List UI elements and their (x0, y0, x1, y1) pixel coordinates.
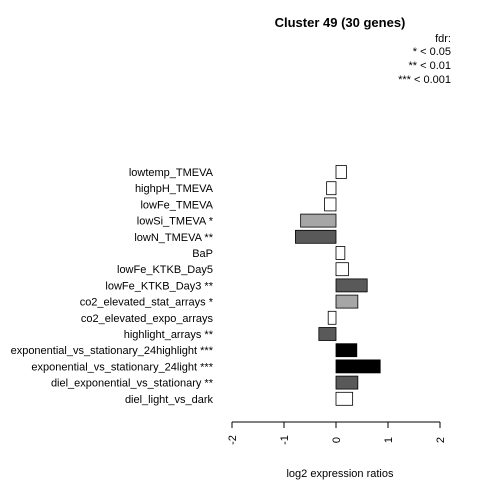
category-label: exponential_vs_stationary_24highlight **… (11, 345, 214, 357)
x-tick-label: -1 (279, 435, 291, 445)
category-label: lowFe_TMEVA (140, 199, 213, 211)
category-labels: lowtemp_TMEVA highpH_TMEVA lowFe_TMEVA lowS… (11, 167, 214, 406)
x-axis-label: log2 expression ratios (286, 468, 394, 480)
bar (336, 360, 380, 373)
bar (336, 247, 345, 260)
bar (327, 182, 336, 195)
legend-entry: * < 0.05 (413, 46, 451, 58)
bar (328, 311, 336, 324)
bar (336, 279, 367, 292)
bar (336, 295, 358, 308)
x-axis: -2 -1 0 1 2 (227, 422, 447, 445)
bar (295, 230, 336, 243)
bar (336, 376, 358, 389)
category-label: highpH_TMEVA (135, 183, 214, 195)
category-label: BaP (192, 248, 213, 260)
category-label: highlight_arrays ** (124, 329, 214, 341)
category-label: lowFe_KTKB_Day3 ** (105, 280, 213, 292)
legend-entry: *** < 0.001 (398, 74, 451, 86)
bar (325, 198, 336, 211)
category-label: lowFe_KTKB_Day5 (117, 264, 213, 276)
category-label: co2_elevated_expo_arrays (81, 313, 214, 325)
category-label: co2_elevated_stat_arrays * (80, 297, 214, 309)
category-label: diel_exponential_vs_stationary ** (51, 378, 214, 390)
category-label: diel_light_vs_dark (125, 394, 214, 406)
bars (295, 166, 380, 406)
x-tick-label: 2 (435, 437, 447, 443)
category-label: lowN_TMEVA ** (134, 232, 213, 244)
x-tick-label: -2 (227, 435, 239, 445)
legend-entry: ** < 0.01 (408, 60, 451, 72)
bar (336, 263, 348, 276)
chart-title: Cluster 49 (30 genes) (275, 15, 406, 30)
category-label: exponential_vs_stationary_24light *** (31, 361, 213, 373)
bar (301, 214, 336, 227)
bar (319, 328, 336, 341)
category-label: lowtemp_TMEVA (129, 167, 214, 179)
x-tick-label: 1 (383, 437, 395, 443)
x-tick-label: 0 (331, 437, 343, 443)
legend-entries: * < 0.05 ** < 0.01 *** < 0.001 (398, 46, 451, 86)
legend-title: fdr: (435, 33, 451, 45)
bar (336, 392, 353, 405)
category-label: lowSi_TMEVA * (137, 216, 214, 228)
bar (336, 166, 346, 179)
bar (336, 344, 357, 357)
